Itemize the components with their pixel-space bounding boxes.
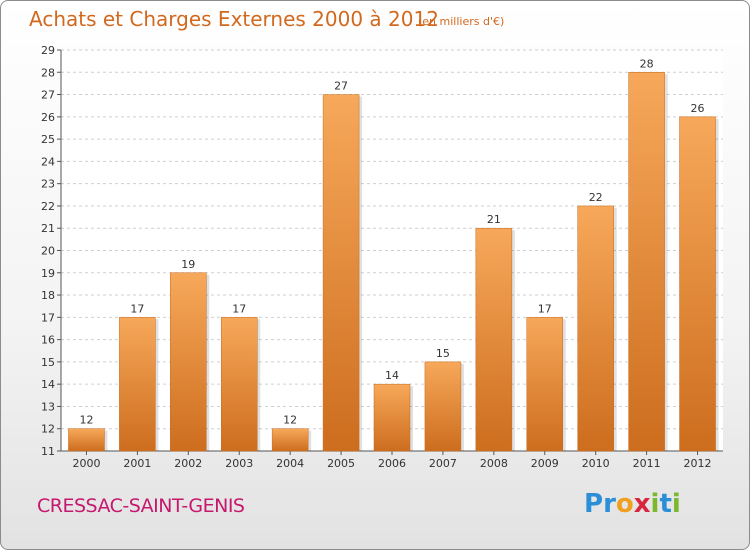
y-tick-label: 18: [41, 289, 55, 302]
bar-2005: [322, 94, 360, 452]
x-tick-label-2012: 2012: [684, 457, 712, 470]
logo-letter: t: [659, 489, 672, 519]
bar-2001: [119, 317, 156, 452]
bar-2010: [577, 205, 614, 452]
data-label-2009: 17: [538, 302, 552, 315]
x-tick-label-2000: 2000: [72, 457, 100, 470]
logo-letter: r: [603, 489, 616, 519]
x-tick-label-2004: 2004: [276, 457, 304, 470]
bar-2002: [170, 272, 207, 452]
bar-2004: [271, 428, 309, 452]
data-label-2003: 17: [232, 302, 246, 315]
data-label-2000: 12: [79, 414, 93, 427]
bar-2006: [373, 383, 411, 452]
data-label-2001: 17: [130, 302, 144, 315]
y-tick-label: 27: [41, 89, 55, 102]
x-tick-label-2001: 2001: [123, 457, 151, 470]
y-tick-label: 19: [41, 267, 55, 280]
y-tick-label: 23: [41, 178, 55, 191]
x-tick-label-2005: 2005: [327, 457, 355, 470]
label-layer: 11 12 13 14 15 16 17 18 19 20 21 22 23 24 25 26 27 28 29 12…: [41, 44, 712, 470]
bar-2007: [424, 361, 462, 452]
y-tick-label: 13: [41, 400, 55, 413]
y-tick-label: 17: [41, 311, 55, 324]
data-label-2011: 28: [640, 57, 654, 70]
logo-letter: i: [671, 489, 681, 519]
chart-title: Achats et Charges Externes 2000 à 2012: [29, 7, 439, 31]
bar-2008: [475, 227, 513, 452]
data-label-2004: 12: [283, 414, 297, 427]
bar-2009: [526, 317, 564, 452]
y-tick-label: 26: [41, 111, 55, 124]
y-tick-label: 29: [41, 44, 55, 57]
data-label-2012: 26: [691, 102, 705, 115]
bar-2003: [220, 317, 258, 452]
x-tick-label-2010: 2010: [582, 457, 610, 470]
bar-2012: [679, 116, 716, 452]
chart-subtitle: (en milliers d'€): [418, 15, 505, 28]
data-label-2002: 19: [181, 258, 195, 271]
commune-name: CRESSAC-SAINT-GENIS: [37, 495, 245, 517]
x-tick-label-2003: 2003: [225, 457, 253, 470]
bar-2000: [68, 428, 105, 452]
y-tick-label: 11: [41, 445, 55, 458]
y-tick-label: 25: [41, 133, 55, 146]
logo-letter: P: [584, 489, 604, 519]
y-tick-label: 21: [41, 222, 55, 235]
y-tick-label: 28: [41, 66, 55, 79]
y-tick-label: 15: [41, 356, 55, 369]
logo-letter: x: [633, 489, 651, 519]
x-tick-label-2009: 2009: [531, 457, 559, 470]
x-tick-label-2006: 2006: [378, 457, 406, 470]
y-tick-label: 24: [41, 155, 55, 168]
x-tick-label-2002: 2002: [174, 457, 202, 470]
x-tick-label-2007: 2007: [429, 457, 457, 470]
x-tick-label-2008: 2008: [480, 457, 508, 470]
data-label-2008: 21: [487, 213, 501, 226]
logo-letter: o: [615, 489, 634, 519]
y-tick-label: 12: [41, 423, 55, 436]
proxiti-logo: Proxiti: [584, 489, 681, 519]
bar-layer: [68, 72, 719, 452]
bar-2011: [628, 72, 665, 452]
data-label-2006: 14: [385, 369, 399, 382]
y-tick-label: 20: [41, 245, 55, 258]
logo-letter: i: [650, 489, 660, 519]
data-label-2005: 27: [334, 80, 348, 93]
y-tick-label: 14: [41, 378, 55, 391]
data-label-2007: 15: [436, 347, 450, 360]
x-tick-label-2011: 2011: [633, 457, 661, 470]
y-tick-label: 16: [41, 334, 55, 347]
y-tick-label: 22: [41, 200, 55, 213]
data-label-2010: 22: [589, 191, 603, 204]
